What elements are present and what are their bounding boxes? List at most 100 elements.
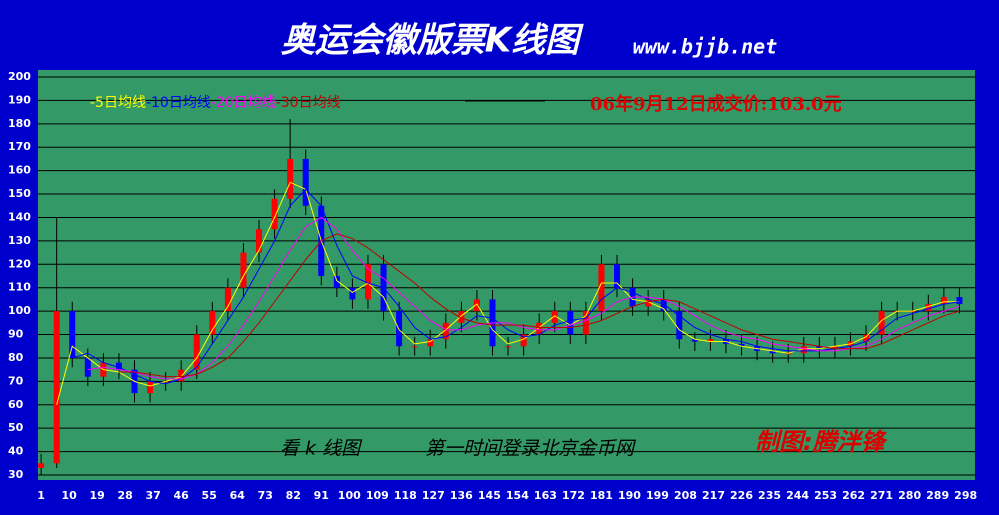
candle-body xyxy=(614,264,621,288)
legend: -5日均线-10日均线-20日均线-30日均线 xyxy=(90,95,341,111)
x-tick-label: 1 xyxy=(37,489,45,502)
x-tick-label: 208 xyxy=(674,489,697,502)
y-tick-label: 100 xyxy=(8,304,31,317)
candle-body xyxy=(69,311,76,358)
candle-body xyxy=(302,158,309,206)
y-tick-label: 30 xyxy=(8,468,24,481)
candle-body xyxy=(940,297,947,305)
x-tick-label: 289 xyxy=(926,489,949,502)
y-tick-label: 130 xyxy=(8,234,31,247)
x-tick-label: 64 xyxy=(230,489,246,502)
candle-body xyxy=(800,346,807,354)
ma-line xyxy=(118,233,960,378)
legend-entry: -20日均线 xyxy=(211,95,276,111)
x-tick-label: 262 xyxy=(842,489,865,502)
y-tick-label: 60 xyxy=(8,398,24,411)
candle-body xyxy=(256,229,263,253)
candle-body xyxy=(193,334,200,370)
candle-body xyxy=(567,311,574,335)
candle-body xyxy=(287,158,294,199)
candle-body xyxy=(831,346,838,349)
x-tick-label: 190 xyxy=(618,489,641,502)
price-annotation: 06年9月12日成交价:103.0元 xyxy=(590,93,842,115)
candle-body xyxy=(349,287,356,300)
candle-body xyxy=(863,334,870,342)
legend-entry: -5日均线 xyxy=(90,95,146,111)
x-tick-label: 10 xyxy=(61,489,77,502)
y-tick-label: 190 xyxy=(8,93,31,106)
candle-body xyxy=(53,311,60,464)
ma-line xyxy=(87,216,960,380)
y-tick-label: 90 xyxy=(8,328,24,341)
chart-subtitle: www.bjjb.net xyxy=(633,35,778,59)
x-tick-label: 235 xyxy=(758,489,781,502)
candle-body xyxy=(147,381,154,394)
candle-body xyxy=(536,322,543,335)
x-tick-label: 154 xyxy=(506,489,529,502)
candle-body xyxy=(396,311,403,347)
x-tick-label: 73 xyxy=(258,489,273,502)
candle-body xyxy=(660,299,667,312)
candle-body xyxy=(240,252,247,288)
y-tick-label: 140 xyxy=(8,210,31,223)
candle-body xyxy=(364,264,371,300)
candle-body xyxy=(38,463,45,468)
ma-line xyxy=(72,188,960,385)
footer-center: 第一时间登录北京金币网 xyxy=(425,438,637,460)
x-tick-label: 82 xyxy=(286,489,301,502)
candle-body xyxy=(582,311,589,335)
y-tick-label: 120 xyxy=(8,257,31,270)
candle-body xyxy=(115,362,122,370)
legend-entry: -30日均线 xyxy=(276,95,341,111)
y-tick-label: 110 xyxy=(8,281,31,294)
x-tick-label: 118 xyxy=(394,489,417,502)
y-tick-label: 70 xyxy=(8,374,24,387)
x-tick-label: 217 xyxy=(702,489,725,502)
x-tick-label: 298 xyxy=(954,489,977,502)
candle-body xyxy=(209,311,216,335)
y-tick-label: 40 xyxy=(8,445,24,458)
plot-area xyxy=(38,70,975,480)
x-tick-label: 145 xyxy=(478,489,501,502)
candle-body xyxy=(738,343,745,347)
candle-body xyxy=(84,357,91,377)
x-tick-label: 55 xyxy=(202,489,217,502)
candle-body xyxy=(816,346,823,349)
candle-body xyxy=(458,311,465,323)
x-tick-label: 253 xyxy=(814,489,837,502)
x-tick-label: 280 xyxy=(898,489,921,502)
x-tick-label: 136 xyxy=(450,489,473,502)
x-tick-label: 271 xyxy=(870,489,893,502)
x-tick-label: 181 xyxy=(590,489,613,502)
footer-left: 看 k 线图 xyxy=(280,438,363,460)
x-tick-label: 127 xyxy=(422,489,445,502)
x-tick-label: 19 xyxy=(89,489,104,502)
candle-body xyxy=(598,264,605,312)
candle-body xyxy=(691,339,698,342)
x-tick-label: 109 xyxy=(366,489,389,502)
candle-body xyxy=(645,299,652,307)
candle-body xyxy=(333,276,340,288)
candle-body xyxy=(676,311,683,340)
x-tick-label: 172 xyxy=(562,489,585,502)
x-tick-label: 46 xyxy=(174,489,190,502)
x-tick-label: 226 xyxy=(730,489,753,502)
y-tick-label: 50 xyxy=(8,421,24,434)
candle-body xyxy=(411,346,418,348)
y-tick-label: 180 xyxy=(8,117,31,130)
y-tick-label: 200 xyxy=(8,70,31,83)
candle-body xyxy=(427,339,434,347)
legend-entry: -10日均线 xyxy=(146,95,211,111)
x-tick-label: 199 xyxy=(646,489,669,502)
y-tick-label: 160 xyxy=(8,164,31,177)
y-tick-label: 150 xyxy=(8,187,31,200)
candle-body xyxy=(505,346,512,348)
candle-body xyxy=(271,198,278,230)
candle-body xyxy=(442,322,449,340)
chart-title: 奥运会徽版票K线图 xyxy=(281,21,584,61)
x-tick-label: 244 xyxy=(786,489,809,502)
x-tick-label: 91 xyxy=(314,489,329,502)
y-tick-label: 80 xyxy=(8,351,24,364)
